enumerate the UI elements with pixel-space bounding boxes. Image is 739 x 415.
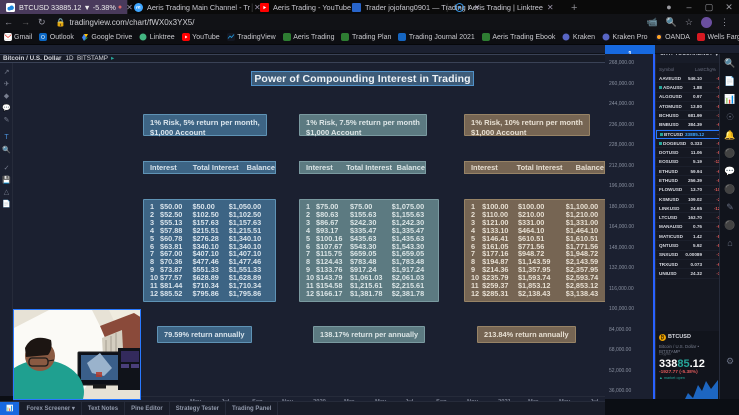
svg-text:O: O [41,35,45,41]
